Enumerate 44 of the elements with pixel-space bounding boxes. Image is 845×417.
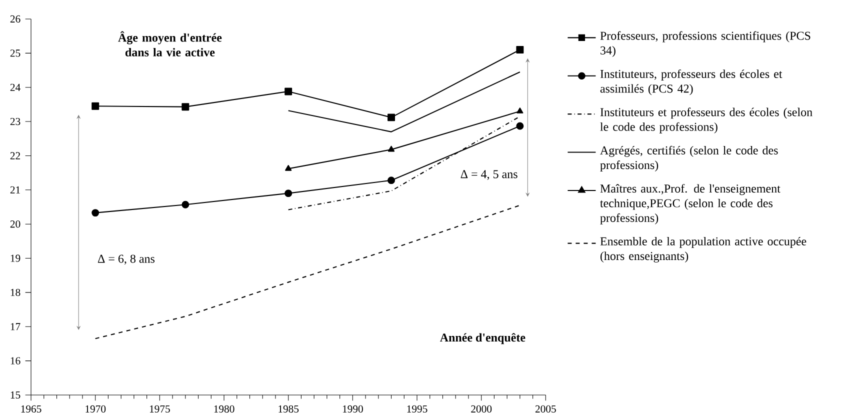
y-tick-label: 16	[10, 357, 20, 364]
point	[516, 46, 524, 54]
x-tick-label: 1995	[407, 405, 428, 413]
legend-label: Ensemble de la population active occupée (hors enseignants)	[600, 236, 806, 263]
y-tick-label: 21	[10, 186, 20, 194]
y-tick-label: 22	[10, 152, 20, 160]
point	[285, 164, 292, 171]
legend-label: Maîtres aux.,Prof. de l'enseignement technique,PEGC (selon le code des professions)	[600, 184, 780, 224]
x-tick-label: 1980	[214, 405, 234, 413]
y-tick-label: 25	[10, 50, 20, 57]
x-tick-label: 1975	[150, 405, 170, 413]
legend-label: Instituteurs et professeurs des écoles (selon le code des professions)	[600, 108, 812, 134]
point	[388, 146, 395, 152]
point	[182, 200, 190, 208]
y-tick-label: 18	[10, 288, 20, 296]
point	[92, 102, 100, 110]
text: Âge moyen d'entrée dans la vie active	[118, 31, 222, 56]
x-tick-label: 2005	[535, 405, 556, 413]
y-tick-label: 24	[10, 84, 20, 91]
point	[284, 88, 292, 96]
legend-label: Professeurs, professions scientifiques (PCS 34)	[600, 31, 810, 57]
point	[284, 190, 292, 198]
point	[516, 108, 524, 114]
x-tick-label: 1970	[86, 405, 106, 413]
y-tick-label: 23	[10, 118, 20, 126]
point	[516, 122, 524, 130]
y-tick-label: 15	[10, 391, 20, 399]
legend-label: Instituteurs, professeurs des écoles et assimilés (PCS 42)	[600, 69, 782, 96]
y-tick-label: 17	[10, 323, 20, 330]
x-tick-label: 2000	[471, 405, 492, 413]
point	[388, 114, 396, 122]
x-axis-title: Année d'enquête	[440, 333, 526, 344]
annotation: Δ = 6, 8 ans	[98, 254, 155, 265]
y-tick-label: 19	[10, 254, 20, 262]
x-tick-label: 1990	[342, 405, 363, 413]
x-tick-label: 1965	[21, 405, 42, 413]
point	[92, 209, 100, 217]
annotation: Δ = 4, 5 ans	[460, 170, 518, 180]
y-tick-label: 20	[10, 220, 20, 228]
point	[388, 176, 396, 184]
legend-label: Agrégés, certifiés (selon le code des professions)	[600, 146, 778, 172]
x-tick-label: 1985	[278, 405, 299, 413]
y-tick-label: 26	[10, 15, 20, 23]
point	[182, 103, 190, 111]
